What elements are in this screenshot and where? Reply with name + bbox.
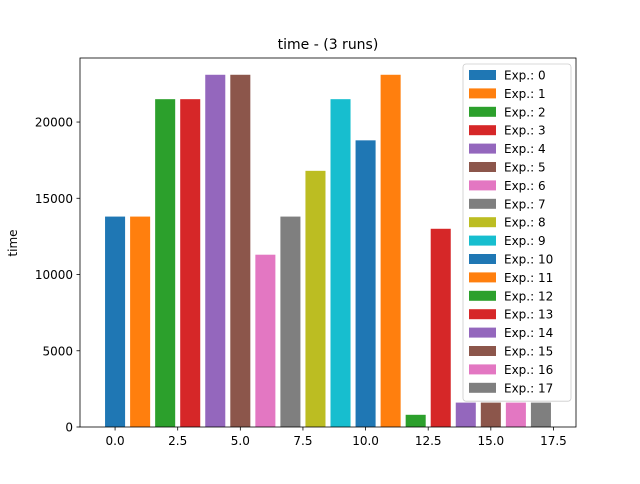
plot-frame [79,57,577,428]
legend-label: Exp.: 1 [504,87,546,101]
legend-label: Exp.: 15 [504,345,553,359]
legend-label: Exp.: 14 [504,326,553,340]
legend-swatch [469,88,496,99]
legend-swatch [469,309,496,320]
legend-label: Exp.: 11 [504,271,553,285]
legend-label: Exp.: 2 [504,105,546,119]
bar-exp-10 [355,140,376,427]
axes-layer: 0.0 2.5 5.0 7.5 10.0 12.5 15.0 17.5 0 5000 10000 15… [35,57,577,448]
bar-exp-11 [380,74,401,428]
legend-swatch [469,106,496,117]
legend-label: Exp.: 13 [504,308,553,322]
legend-label: Exp.: 0 [504,69,546,83]
bar-exp-13 [430,228,451,427]
bar-exp-1 [130,216,151,427]
legend-label: Exp.: 10 [504,253,553,267]
legend: Exp.: 0 Exp.: 1 Exp.: 2 Exp.: 3 Exp.: 4 Exp.:… [462,63,572,402]
legend-label: Exp.: 16 [504,363,553,377]
legend-swatch [469,125,496,136]
legend-swatch [469,217,496,228]
legend-label: Exp.: 12 [504,289,553,303]
legend-label: Exp.: 6 [504,179,546,193]
legend-swatch [469,143,496,154]
bar-exp-3 [180,99,201,428]
legend-swatch [469,290,496,301]
bar-exp-0 [105,216,126,427]
legend-swatch [469,272,496,283]
bar-exp-2 [155,99,176,428]
x-tick-label: 12.5 [415,434,442,448]
y-tick-label: 0 [65,421,73,435]
y-axis-label: time [6,229,20,256]
y-tick-label: 20000 [35,116,73,130]
bar-exp-5 [230,74,251,428]
bar-exp-8 [305,170,326,427]
legend-label: Exp.: 4 [504,142,546,156]
bar-exp-4 [205,74,226,428]
bar-exp-7 [280,216,301,427]
x-tick-label: 2.5 [168,434,187,448]
x-tick-label: 10.0 [352,434,379,448]
legend-swatch [469,382,496,393]
legend-swatch [469,254,496,264]
legend-swatch [469,346,496,356]
bar-exp-9 [330,99,351,428]
bar-exp-6 [255,254,276,427]
bar-exp-12 [405,414,426,427]
legend-swatch [469,162,496,172]
legend-swatch [469,198,496,209]
x-tick-label: 7.5 [293,434,312,448]
legend-swatch [469,235,496,246]
legend-label: Exp.: 3 [504,124,546,138]
bar-exp-14 [455,402,476,427]
x-tick-label: 15.0 [477,434,504,448]
bar-exp-16 [505,402,526,427]
legend-label: Exp.: 8 [504,216,546,230]
y-tick-label: 15000 [35,192,73,206]
bar-exp-17 [530,402,551,427]
y-tick-label: 10000 [35,268,73,282]
bar-exp-15 [480,402,501,427]
legend-swatch [469,180,496,191]
legend-label: Exp.: 7 [504,197,546,211]
x-tick-label: 17.5 [540,434,567,448]
legend-swatch [469,70,496,80]
legend-swatch [469,327,496,338]
legend-label: Exp.: 17 [504,381,553,395]
legend-label: Exp.: 5 [504,161,546,175]
legend-label: Exp.: 9 [504,234,546,248]
legend-swatch [469,364,496,375]
y-tick-label: 5000 [42,344,73,358]
x-tick-label: 5.0 [231,434,250,448]
bars-layer [105,74,551,428]
x-tick-label: 0.0 [106,434,125,448]
chart-title: time - (3 runs) [278,37,379,53]
